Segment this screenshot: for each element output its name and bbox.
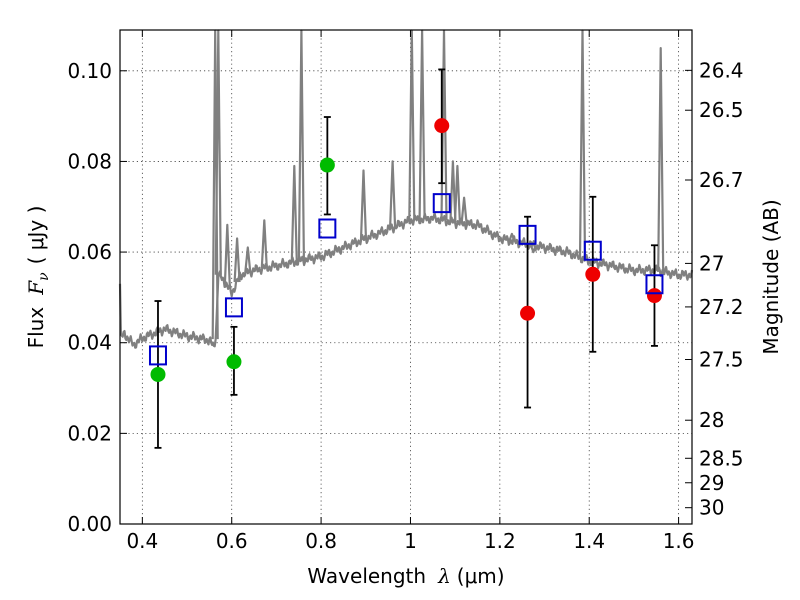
y-tick-label: 0.00 xyxy=(67,512,112,536)
x-tick-label: 0.6 xyxy=(216,529,248,553)
y-axis-label: Flux Fν ( μJy ) xyxy=(24,206,52,349)
right-tick-label: 30 xyxy=(699,496,724,520)
model-point xyxy=(224,297,243,318)
x-axis-label: Wavelength λ (μm) xyxy=(307,564,504,588)
x-tick-label: 1.4 xyxy=(573,529,605,553)
x-tick-label: 1.2 xyxy=(484,529,516,553)
y-tick-label: 0.10 xyxy=(67,59,112,83)
right-tick-label: 29 xyxy=(699,471,724,495)
observed-point xyxy=(319,157,335,173)
y-axis-label-symbol: F xyxy=(24,280,48,296)
tick-labels: 0.4 0.6 0.8 1 1.2 1.4 1.6 0.00 0.02 0.04 0.06 0.08 0… xyxy=(67,58,743,553)
x-tick-label: 0.8 xyxy=(305,529,337,553)
right-tick-label: 26.4 xyxy=(699,58,744,82)
observed-point xyxy=(646,288,662,304)
emission-line xyxy=(260,219,268,269)
x-axis-label-symbol: λ xyxy=(437,564,451,588)
right-tick-label: 28.5 xyxy=(699,446,744,470)
emission-line xyxy=(529,244,537,254)
y-axis-label-unit: ( μJy ) xyxy=(24,206,48,265)
plot-frame xyxy=(119,29,693,525)
right-tick-label: 27 xyxy=(699,251,724,275)
emission-line xyxy=(389,160,397,228)
emission-line xyxy=(233,237,241,283)
right-tick-label: 28 xyxy=(699,408,724,432)
observed-point xyxy=(226,354,242,370)
model-point xyxy=(318,218,337,239)
y-axis-label-prefix: Flux xyxy=(24,307,48,349)
observed-point xyxy=(434,118,450,134)
emission-line xyxy=(449,160,457,223)
y-tick-label: 0.06 xyxy=(67,240,112,264)
x-axis-label-unit: (μm) xyxy=(457,564,505,588)
observed-point xyxy=(585,266,601,282)
y-tick-label: 0.02 xyxy=(67,421,112,445)
ticks xyxy=(120,30,692,525)
right-axis-label: Magnitude (AB) xyxy=(759,199,783,354)
x-tick-label: 1 xyxy=(404,529,417,553)
marker-layer xyxy=(148,118,664,382)
model-point xyxy=(432,193,451,214)
right-tick-label: 27.2 xyxy=(699,295,744,319)
observed-point xyxy=(520,305,536,321)
emission-line xyxy=(460,196,468,224)
emission-line xyxy=(508,232,516,242)
y-axis-label-subscript: ν xyxy=(36,272,52,281)
y-tick-label: 0.08 xyxy=(67,149,112,173)
y-tick-label: 0.04 xyxy=(67,331,112,355)
observed-point xyxy=(150,366,166,382)
emission-line xyxy=(290,164,298,263)
emission-line xyxy=(244,246,252,273)
model-point xyxy=(645,274,664,295)
model-point xyxy=(583,240,602,261)
right-tick-label: 27.5 xyxy=(699,347,744,371)
right-tick-label: 26.5 xyxy=(699,98,744,122)
x-tick-label: 1.6 xyxy=(663,529,695,553)
emission-line xyxy=(223,223,231,287)
emission-line xyxy=(453,164,461,223)
emission-line xyxy=(359,169,368,240)
x-tick-label: 0.4 xyxy=(126,529,158,553)
right-tick-label: 26.7 xyxy=(699,168,744,192)
model-point xyxy=(148,345,167,366)
spectrum-layer xyxy=(118,29,694,349)
x-axis-label-prefix: Wavelength xyxy=(307,564,426,588)
emission-line xyxy=(657,47,665,272)
model-point xyxy=(518,224,537,245)
